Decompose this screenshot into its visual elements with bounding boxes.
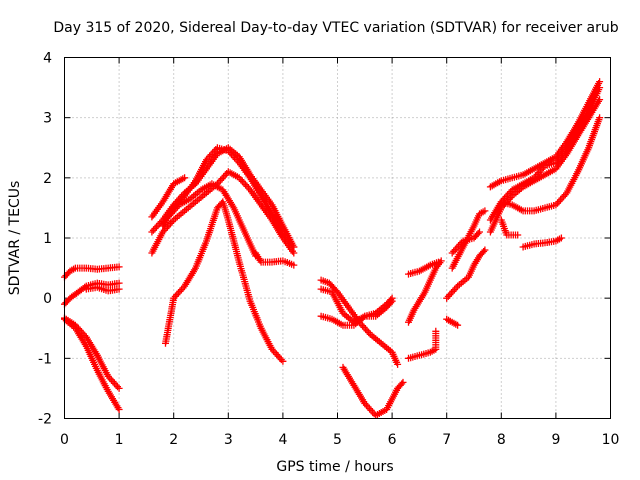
series-track-l — [252, 249, 298, 269]
chart-title: Day 315 of 2020, Sidereal Day-to-day VTE… — [53, 20, 618, 36]
data-marks — [405, 258, 442, 278]
data-marks — [61, 315, 123, 413]
series-track-a — [61, 263, 123, 281]
data-marks — [519, 234, 565, 251]
x-tick-label: 5 — [333, 432, 342, 448]
data-marks — [164, 180, 260, 260]
x-tick-label: 6 — [388, 432, 397, 448]
x-axis-label: GPS time / hours — [276, 459, 393, 475]
series-track-z — [486, 84, 604, 224]
series-track-c — [82, 283, 123, 295]
x-tick-label: 10 — [602, 432, 620, 448]
series-track-b — [61, 279, 123, 308]
series-track-aa — [497, 114, 604, 215]
chart-plot-area — [61, 78, 604, 419]
series-track-ac — [519, 234, 565, 251]
x-tick-label: 9 — [551, 432, 560, 448]
y-tick-label: 4 — [43, 51, 52, 67]
series-track-s — [405, 258, 442, 278]
series-track-v — [443, 246, 489, 302]
x-tick-labels: 0 1 2 3 4 5 6 7 8 9 10 — [60, 432, 619, 448]
y-axis-label: SDTVAR / TECUs — [7, 181, 23, 296]
y-tick-label: 1 — [43, 231, 52, 247]
data-marks — [148, 144, 298, 251]
data-marks — [61, 279, 123, 308]
series-track-h — [148, 144, 298, 251]
series-track-f — [148, 174, 189, 221]
series-track-t — [443, 315, 462, 329]
y-tick-labels: -2 -1 0 1 2 3 4 — [38, 51, 52, 428]
series-track-w — [448, 228, 483, 257]
x-tick-label: 1 — [115, 432, 124, 448]
x-tick-label: 4 — [278, 432, 287, 448]
data-marks — [61, 263, 123, 281]
data-marks — [339, 363, 407, 419]
series-track-j — [164, 180, 260, 260]
x-tick-label: 2 — [169, 432, 178, 448]
series-track-q — [405, 327, 440, 362]
y-tick-label: 3 — [43, 111, 52, 127]
series-track-o — [317, 294, 396, 329]
y-tick-label: -2 — [38, 412, 52, 428]
data-marks — [486, 84, 604, 224]
data-marks — [148, 168, 298, 257]
x-tick-label: 7 — [442, 432, 451, 448]
series-track-k — [162, 198, 287, 365]
series-track-ab — [497, 216, 522, 239]
series-track-m — [317, 276, 402, 368]
chart-grid — [64, 57, 611, 419]
data-marks — [317, 276, 402, 368]
data-marks — [252, 249, 298, 269]
data-marks — [162, 198, 287, 365]
data-marks — [497, 114, 604, 215]
x-tick-label: 0 — [60, 432, 69, 448]
data-marks — [497, 216, 522, 239]
series-track-p — [339, 363, 407, 419]
series-track-e — [61, 315, 123, 413]
data-marks — [82, 283, 123, 295]
data-marks — [443, 315, 462, 329]
y-tick-label: -1 — [38, 351, 52, 367]
y-tick-label: 2 — [43, 171, 52, 187]
x-tick-label: 3 — [224, 432, 233, 448]
data-marks — [405, 327, 440, 362]
y-tick-label: 0 — [43, 291, 52, 307]
data-marks — [148, 174, 189, 221]
plot-frame — [64, 57, 611, 419]
series-track-g — [148, 168, 298, 257]
data-marks — [317, 294, 396, 329]
data-marks — [448, 228, 483, 257]
data-marks — [443, 246, 489, 302]
x-tick-label: 8 — [497, 432, 506, 448]
